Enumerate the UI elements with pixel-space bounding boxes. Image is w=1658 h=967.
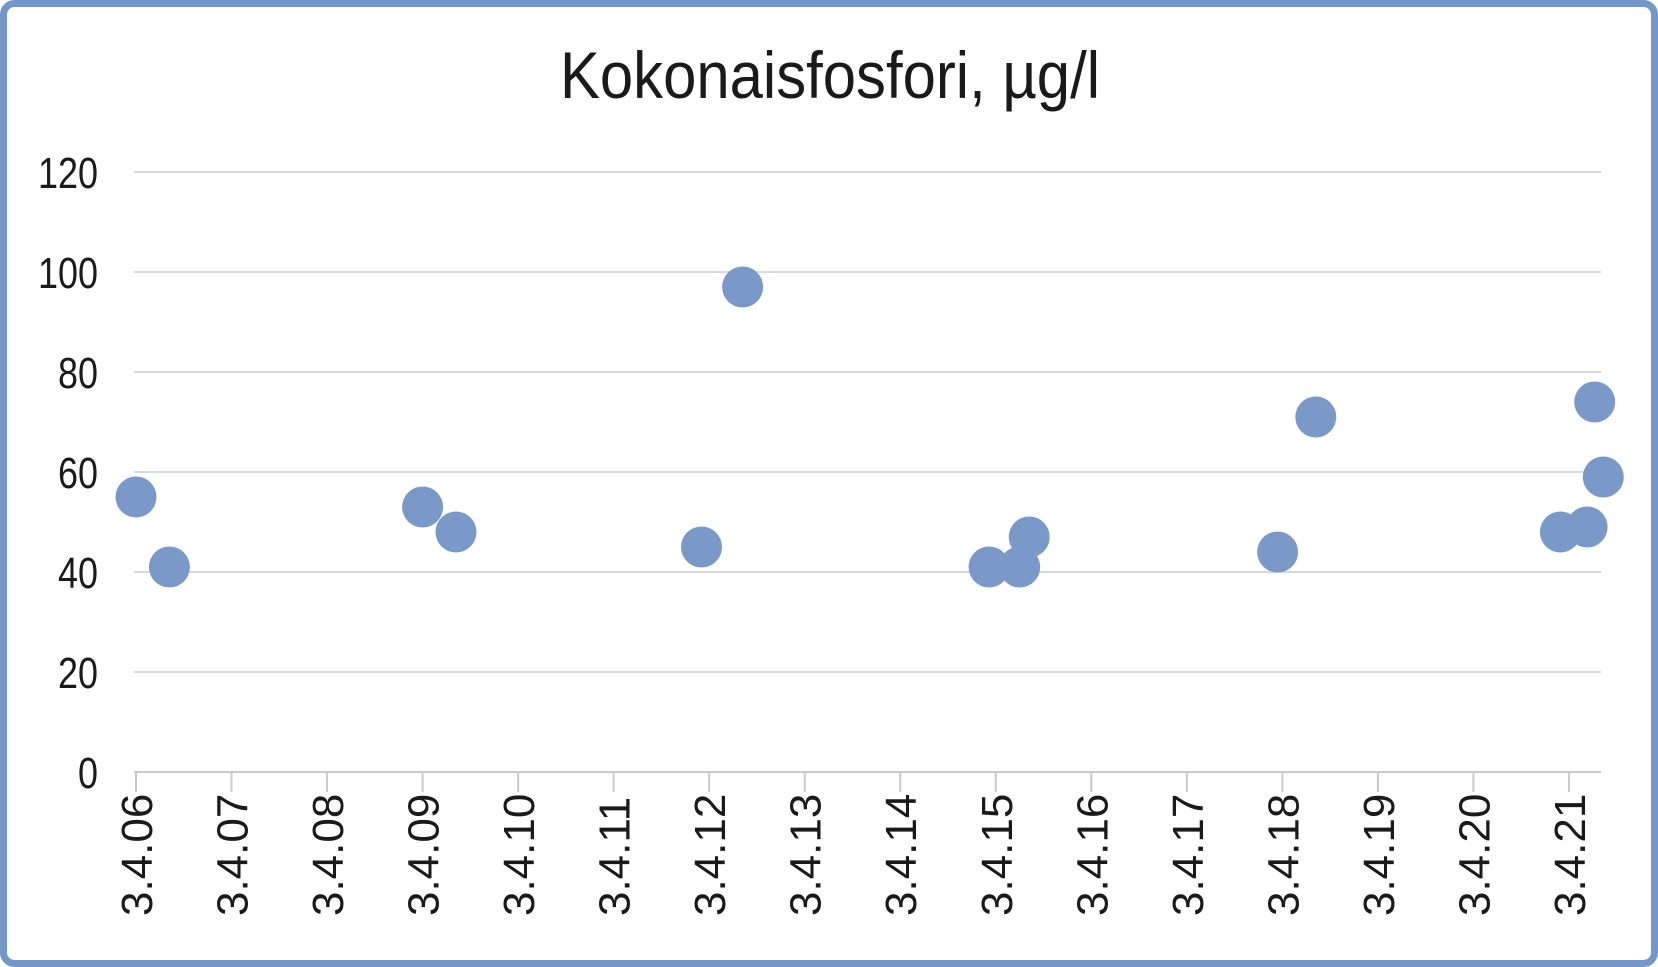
- data-point: [435, 511, 477, 553]
- data-point: [1008, 516, 1050, 558]
- x-axis-labels: 3.4.06 3.4.07 3.4.08 3.4.09 3.4.10 3.4.11 3.4.…: [113, 794, 1595, 916]
- data-point: [1582, 456, 1624, 498]
- y-axis-label: 120: [38, 149, 98, 198]
- x-axis-label: 3.4.12: [686, 794, 735, 916]
- x-axis-label: 3.4.11: [591, 797, 640, 916]
- x-axis-label: 3.4.10: [495, 794, 544, 916]
- data-point: [968, 546, 1010, 588]
- x-axis-label: 3.4.09: [400, 794, 449, 916]
- y-axis-label: 100: [38, 249, 98, 298]
- data-point: [148, 546, 190, 588]
- chart-title: Kokonaisfosfori, µg/l: [560, 38, 1100, 112]
- x-axis-label: 3.4.19: [1355, 794, 1404, 916]
- y-axis-label: 40: [58, 549, 98, 598]
- y-axis-label: 80: [58, 349, 98, 398]
- x-axis: [134, 771, 1601, 792]
- x-axis-label: 3.4.18: [1259, 794, 1308, 916]
- x-axis-label: 3.4.06: [113, 794, 162, 916]
- y-axis-labels: 0 20 40 60 80 100 120: [38, 149, 98, 798]
- data-point: [681, 526, 722, 568]
- x-axis-label: 3.4.16: [1068, 794, 1117, 916]
- x-axis-label: 3.4.20: [1450, 794, 1499, 916]
- data-point: [1295, 396, 1337, 438]
- x-axis-label: 3.4.08: [304, 794, 353, 916]
- gridlines: [134, 171, 1601, 673]
- y-axis-label: 0: [78, 749, 98, 798]
- x-axis-label: 3.4.14: [877, 794, 926, 916]
- x-axis-label: 3.4.15: [973, 794, 1022, 916]
- data-point: [1574, 381, 1616, 423]
- x-axis-label: 3.4.21: [1546, 794, 1595, 916]
- data-point-series: [115, 266, 1624, 588]
- data-point: [1257, 531, 1299, 573]
- x-axis-label: 3.4.17: [1164, 794, 1213, 916]
- data-point: [722, 266, 764, 308]
- data-point: [1566, 506, 1608, 548]
- y-axis-label: 20: [58, 649, 98, 698]
- x-axis-label: 3.4.13: [782, 794, 831, 916]
- data-point: [115, 476, 157, 518]
- data-point: [402, 486, 444, 528]
- y-axis-label: 60: [58, 449, 98, 498]
- x-axis-label: 3.4.07: [209, 794, 258, 916]
